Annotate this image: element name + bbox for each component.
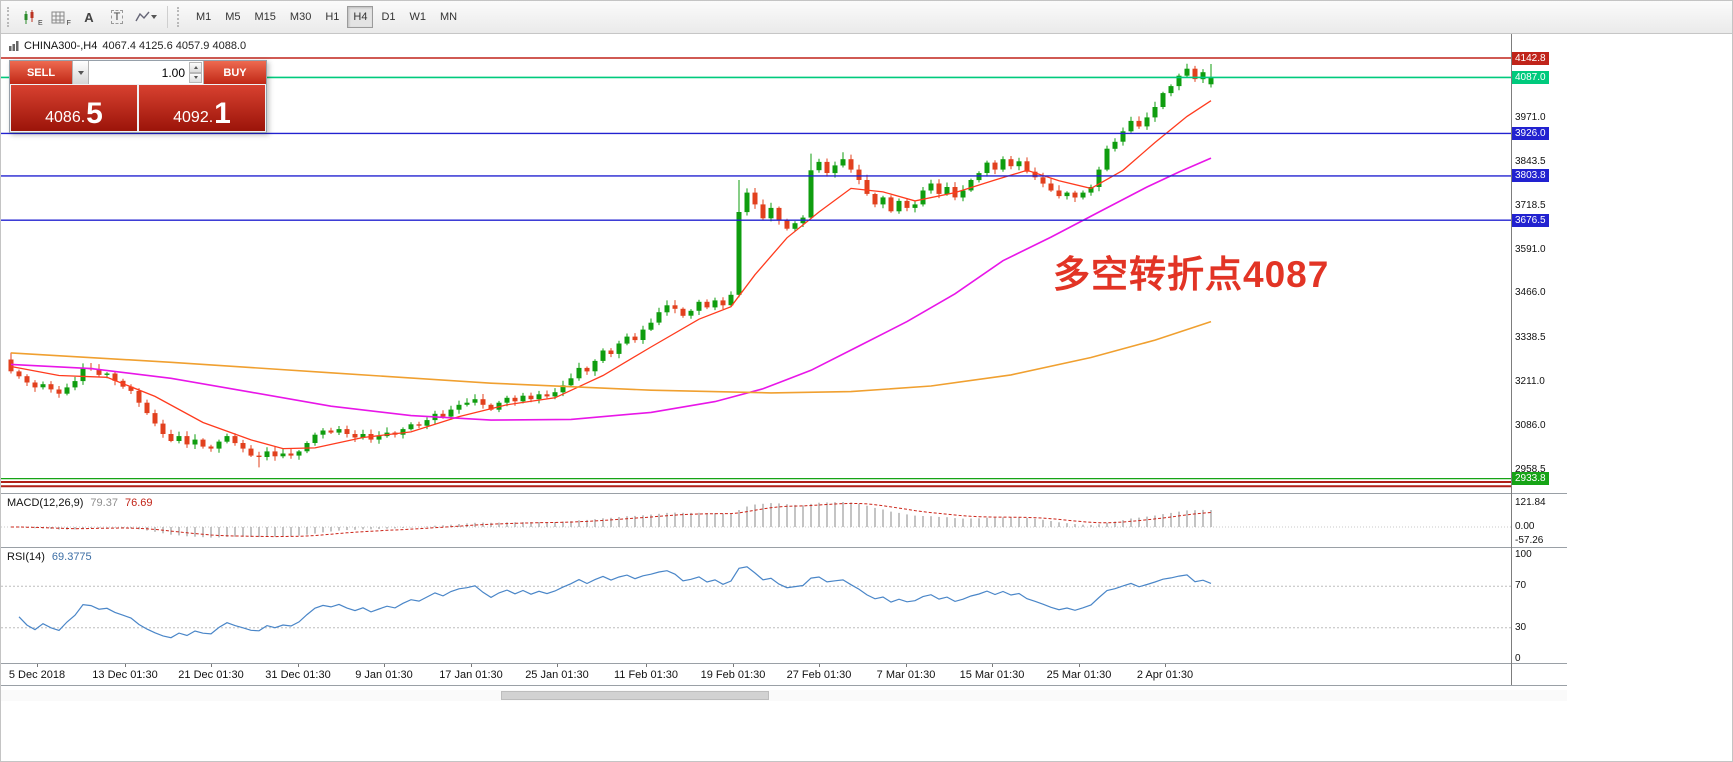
buy-price-box[interactable]: 4092. 1: [139, 85, 265, 131]
chevron-up-icon: [193, 65, 198, 69]
tf-button-w1[interactable]: W1: [404, 6, 433, 28]
time-axis-label: 25 Mar 01:30: [1046, 669, 1112, 681]
rsi-label: RSI(14) 69.3775: [7, 551, 92, 563]
time-tick-mark: [992, 664, 993, 667]
volume-input[interactable]: [89, 61, 203, 84]
buy-price-big: 1: [214, 97, 231, 130]
time-axis-label: 13 Dec 01:30: [92, 669, 158, 681]
time-axis-label: 2 Apr 01:30: [1136, 669, 1194, 681]
time-axis-label: 21 Dec 01:30: [178, 669, 244, 681]
buy-button[interactable]: BUY: [204, 61, 266, 84]
time-tick-mark: [733, 664, 734, 667]
time-axis-label: 19 Feb 01:30: [700, 669, 766, 681]
ma-mid: [10, 157, 1212, 421]
time-tick-mark: [298, 664, 299, 667]
macd-indicator-canvas: [1, 502, 1511, 538]
time-tick-mark: [1079, 664, 1080, 667]
toolbar-separator: [166, 6, 168, 28]
rsi-title: RSI(14): [7, 551, 45, 563]
time-tick-mark: [125, 664, 126, 667]
sell-price-box[interactable]: 4086. 5: [11, 85, 137, 131]
time-axis-label: 7 Mar 01:30: [876, 669, 936, 681]
tf-button-m1[interactable]: M1: [190, 6, 217, 28]
time-axis-label: 15 Mar 01:30: [959, 669, 1025, 681]
time-axis-label: 9 Jan 01:30: [355, 669, 413, 681]
volume-field-wrap: [88, 61, 204, 84]
time-tick-mark: [384, 664, 385, 667]
time-tick-mark: [646, 664, 647, 667]
text-label-tool-button[interactable]: T: [104, 5, 130, 29]
tf-button-h1[interactable]: H1: [319, 6, 345, 28]
tf-button-mn[interactable]: MN: [434, 6, 463, 28]
tf-button-m30[interactable]: M30: [284, 6, 317, 28]
time-tick-mark: [1165, 664, 1166, 667]
tf-button-d1[interactable]: D1: [375, 6, 401, 28]
ma-fast: [10, 100, 1212, 450]
chevron-down-icon: [193, 76, 198, 80]
text-tool-icon: A: [84, 9, 94, 25]
macd-title: MACD(12,26,9): [7, 497, 84, 509]
toolbar-grip[interactable]: [7, 7, 13, 27]
chart-bottom-border: [1, 685, 1567, 686]
time-tick-mark: [819, 664, 820, 667]
panel-separator[interactable]: [1, 663, 1567, 664]
macd-label: MACD(12,26,9) 79.37 76.69: [7, 497, 152, 509]
time-axis-label: 27 Feb 01:30: [786, 669, 852, 681]
tf-button-m15[interactable]: M15: [249, 6, 282, 28]
time-tick-mark: [557, 664, 558, 667]
time-tick-mark: [211, 664, 212, 667]
panel-separator[interactable]: [1, 493, 1567, 494]
sell-price-small: 4086.: [45, 109, 86, 126]
chart-text-annotation: 多空转折点4087: [1053, 254, 1330, 295]
time-tick-mark: [37, 664, 38, 667]
time-axis-label: 11 Feb 01:30: [613, 669, 679, 681]
objects-dropdown-button[interactable]: [132, 5, 160, 29]
symbol-icon: [9, 41, 19, 51]
chevron-down-icon: [150, 15, 157, 19]
time-axis-label: 5 Dec 2018: [8, 669, 66, 681]
timeframe-toolbar: M1 M5 M15 M30 H1 H4 D1 W1 MN: [189, 6, 464, 28]
rsi-value: 69.3775: [51, 551, 92, 563]
symbol-period-label: CHINA300-,H4: [24, 40, 98, 52]
time-axis-label: 25 Jan 01:30: [525, 669, 589, 681]
time-tick-mark: [471, 664, 472, 667]
panel-separator[interactable]: [1, 547, 1567, 548]
tf-button-h4[interactable]: H4: [347, 6, 374, 28]
volume-decrease-button[interactable]: [189, 72, 202, 83]
text-tool-button[interactable]: A: [76, 5, 102, 29]
toolbar: E F A T M1 M5: [1, 1, 1732, 34]
tool-badge: E: [38, 20, 43, 27]
candles-icon: [24, 9, 34, 24]
ohlc-values: 4067.4 4125.6 4057.9 4088.0: [102, 40, 247, 52]
ma-slow: [10, 320, 1212, 394]
bars-grid-icon: [51, 11, 65, 23]
buy-price-small: 4092.: [173, 109, 214, 126]
scrollbar-thumb[interactable]: [501, 691, 769, 700]
time-axis-label: 31 Dec 01:30: [265, 669, 331, 681]
horizontal-scrollbar[interactable]: [1, 690, 1567, 701]
one-click-trade-panel: SELL BUY 4086. 5 4092. 1: [9, 60, 267, 133]
sell-price-big: 5: [86, 97, 103, 130]
macd-signal-value: 76.69: [124, 497, 153, 509]
text-label-icon: T: [110, 10, 124, 24]
time-axis-label: 17 Jan 01:30: [439, 669, 503, 681]
tool-badge: F: [66, 20, 71, 27]
chart-candles-tool-button[interactable]: E: [19, 5, 46, 29]
toolbar-grip[interactable]: [176, 7, 183, 27]
tf-button-m5[interactable]: M5: [219, 6, 246, 28]
time-axis[interactable]: 5 Dec 2018 13 Dec 01:30 21 Dec 01:30 31 Dec…: [1, 664, 1567, 685]
symbol-header: CHINA300-,H4 4067.4 4125.6 4057.9 4088.0: [9, 40, 246, 52]
zigzag-objects-icon: [135, 11, 150, 22]
price-axis-line: [1511, 34, 1512, 685]
volume-increase-button[interactable]: [189, 62, 202, 73]
chevron-down-icon: [77, 70, 84, 75]
time-tick-mark: [906, 664, 907, 667]
sell-button[interactable]: SELL: [10, 61, 72, 84]
rsi-indicator-canvas: [1, 566, 1511, 639]
macd-main-value: 79.37: [90, 497, 118, 509]
volume-dropdown-button[interactable]: [72, 61, 88, 84]
chart-bars-tool-button[interactable]: F: [48, 5, 74, 29]
main-chart-canvas: [1, 57, 1511, 488]
